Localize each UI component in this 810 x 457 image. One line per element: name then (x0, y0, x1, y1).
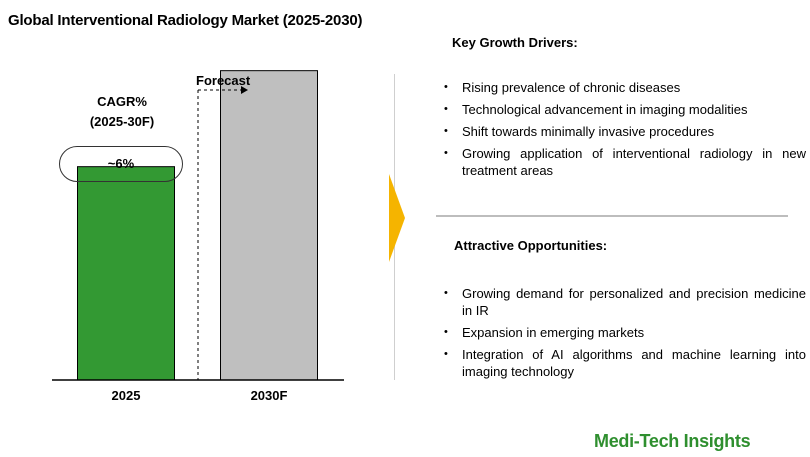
bar-2030f (220, 70, 318, 381)
list-item: Expansion in emerging markets (440, 324, 806, 341)
bar-2025 (77, 166, 175, 381)
list-item: Shift towards minimally invasive procedu… (440, 123, 806, 140)
list-item: Integration of AI algorithms and machine… (440, 346, 806, 380)
arrow-right-icon (389, 174, 405, 262)
cagr-label-line1: CAGR% (97, 94, 147, 109)
drivers-title: Key Growth Drivers: (452, 35, 578, 50)
list-item: Growing application of interventional ra… (440, 145, 806, 179)
x-tick-label: 2030F (251, 388, 288, 403)
x-tick-label: 2025 (112, 388, 141, 403)
brand-logo-text: Medi-Tech Insights (594, 431, 751, 451)
cagr-value-pill: ~6% (59, 146, 183, 182)
list-item: Rising prevalence of chronic diseases (440, 79, 806, 96)
section-divider (436, 215, 788, 217)
chart-title: Global Interventional Radiology Market (… (8, 12, 363, 29)
opportunities-title: Attractive Opportunities: (454, 238, 608, 253)
drivers-list: Rising prevalence of chronic diseases Tec… (440, 79, 806, 184)
forecast-label: Forecast (196, 73, 251, 88)
forecast-arrow-head (241, 86, 248, 94)
list-item: Technological advancement in imaging mod… (440, 101, 806, 118)
list-item: Growing demand for personalized and prec… (440, 285, 806, 319)
cagr-label-line2: (2025-30F) (89, 114, 155, 129)
opportunities-list: Growing demand for personalized and prec… (440, 285, 806, 385)
bar-chart: Forecast 2025 2030F (52, 70, 344, 403)
cagr-label: CAGR% (2025-30F) (74, 92, 170, 132)
